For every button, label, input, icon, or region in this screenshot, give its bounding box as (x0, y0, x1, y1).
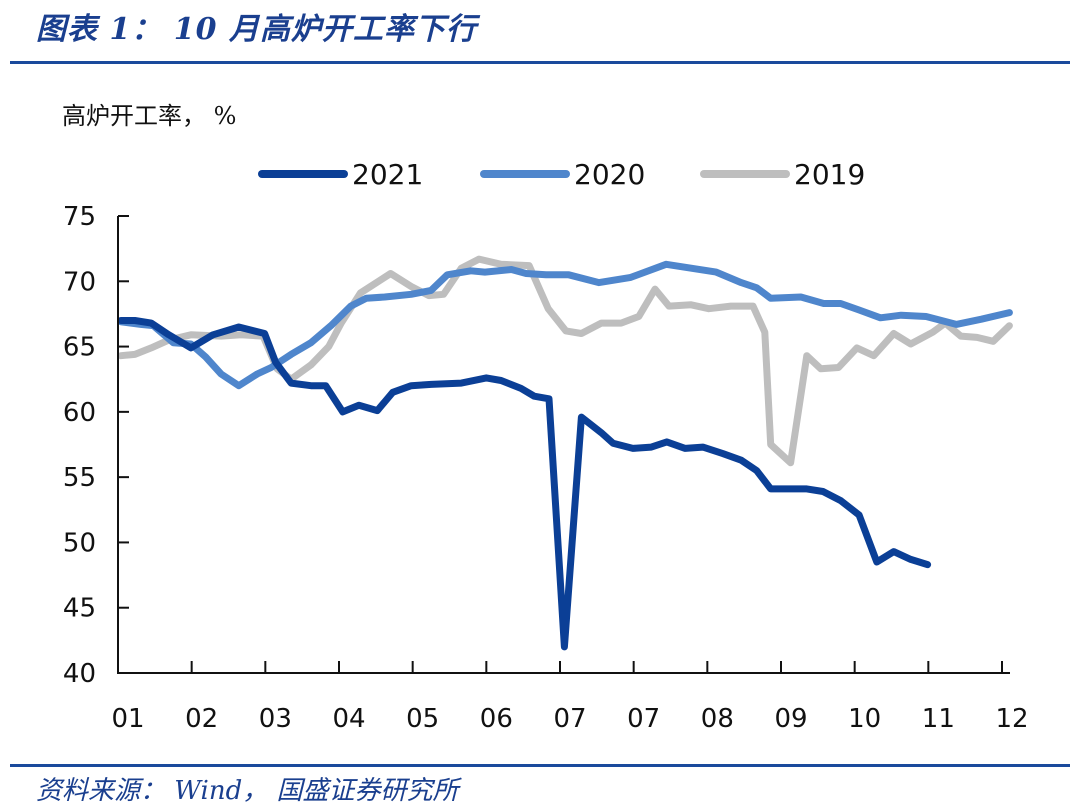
x-tick-label: 11 (922, 704, 955, 734)
y-tick-label: 45 (63, 594, 96, 624)
y-tick-label: 75 (63, 202, 96, 232)
x-tick-label: 02 (185, 704, 218, 734)
y-tick-label: 40 (63, 659, 96, 689)
y-tick-label: 50 (63, 528, 96, 558)
x-tick-label: 10 (848, 704, 881, 734)
x-tick-label: 06 (480, 704, 513, 734)
x-tick-label: 03 (259, 704, 292, 734)
y-tick-label: 60 (63, 398, 96, 428)
series-line-2020 (117, 260, 1013, 390)
source-divider (10, 764, 1070, 767)
x-tick-label: 12 (995, 704, 1028, 734)
y-tick-label: 70 (63, 267, 96, 297)
x-tick-label: 04 (332, 704, 365, 734)
x-tick-label: 07 (553, 704, 586, 734)
series-line-2019 (117, 255, 1013, 467)
legend-label-2019: 2019 (794, 158, 865, 191)
x-tick-label: 07 (627, 704, 660, 734)
y-tick-label: 55 (63, 463, 96, 493)
figure-title: 图表 1： 10 月高炉开工率下行 (36, 12, 477, 47)
axes: 40 45 50 55 60 65 70 75 01 02 03 04 05 06 07 07 08 09 10 11… (63, 202, 1029, 734)
x-tick-label: 01 (111, 704, 144, 734)
x-tick-label: 08 (701, 704, 734, 734)
x-tick-label: 09 (774, 704, 807, 734)
source-note: 资料来源： Wind， 国盛证券研究所 (36, 776, 459, 806)
y-axis-unit-label: 高炉开工率， % (62, 102, 237, 130)
legend-label-2021: 2021 (352, 158, 423, 191)
y-tick-label: 65 (63, 333, 96, 363)
series-line-2021 (117, 317, 932, 651)
legend: 2021 2020 2019 (258, 158, 865, 191)
legend-label-2020: 2020 (574, 158, 645, 191)
series-layer (117, 255, 1013, 651)
x-tick-label: 05 (406, 704, 439, 734)
title-divider (10, 61, 1070, 64)
